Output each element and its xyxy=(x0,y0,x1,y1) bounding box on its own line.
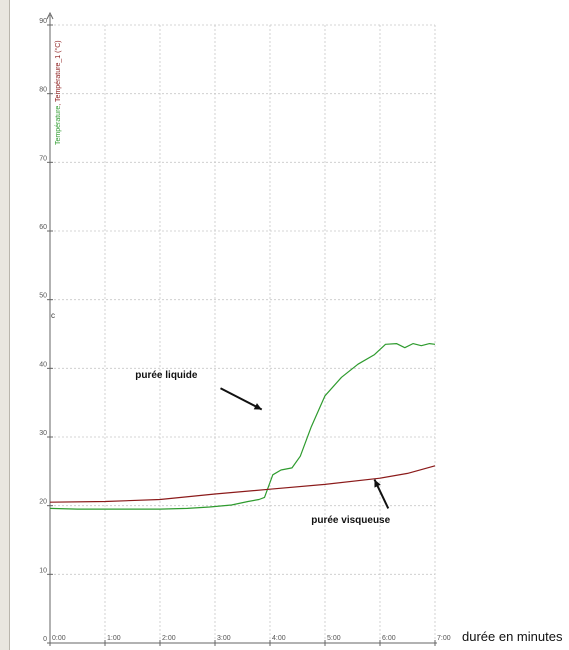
y-axis-arrow xyxy=(46,11,54,20)
y-tick-label: 80 xyxy=(39,87,47,94)
grid xyxy=(50,24,436,643)
x-tick-label: 0:00 xyxy=(52,635,66,642)
y-tick-label: 50 xyxy=(39,293,47,300)
y-tick-label: 0 xyxy=(43,636,47,643)
tick-labels: 0 10 20 30 40 50 60 70 80 90 0:00 1:00 2:00 3:00 4:00 5… xyxy=(39,18,451,646)
annotations: purée liquide purée visqueuse xyxy=(135,370,390,526)
y-tick-label: 30 xyxy=(39,430,47,437)
x-tick-label: 4:00 xyxy=(272,635,286,642)
x-tick-label: 6:00 xyxy=(382,635,396,642)
y-tick-label: 70 xyxy=(39,155,47,162)
series-line-1 xyxy=(49,343,436,510)
y-axis-label-temperature-1: Température_1 xyxy=(55,55,62,102)
y-tick-label: 60 xyxy=(39,224,47,231)
x-axis-label: durée en minutes xyxy=(462,629,563,644)
y-axis-label-separator: , xyxy=(55,102,62,106)
annotation-arrow-1 xyxy=(220,387,263,411)
y-axis-label-unit: (°C) xyxy=(54,40,62,54)
y-tick-label: 90 xyxy=(39,18,47,25)
annotation-label-2: purée visqueuse xyxy=(311,515,390,526)
axes xyxy=(46,11,437,644)
x-tick-label: 2:00 xyxy=(162,635,176,642)
y-tick-label: 20 xyxy=(39,499,47,506)
y-axis-label-temperature: Température xyxy=(55,106,62,145)
window-frame-edge xyxy=(0,0,10,650)
series-lines xyxy=(49,343,436,510)
axis-marker: c xyxy=(51,311,55,320)
x-tick-label: 5:00 xyxy=(327,635,341,642)
x-tick-label: 1:00 xyxy=(107,635,121,642)
series-line-2 xyxy=(49,465,436,503)
annotation-label-1: purée liquide xyxy=(135,370,198,381)
annotation-arrowhead-2 xyxy=(374,479,381,488)
y-axis-label: Température, Température_1 (°C) xyxy=(54,40,62,145)
y-tick-label: 40 xyxy=(39,361,47,368)
x-tick-label: 7:00 xyxy=(437,635,451,642)
annotation-arrowhead-1 xyxy=(253,403,262,410)
y-tick-label: 10 xyxy=(39,567,47,574)
x-tick-label: 3:00 xyxy=(217,635,231,642)
